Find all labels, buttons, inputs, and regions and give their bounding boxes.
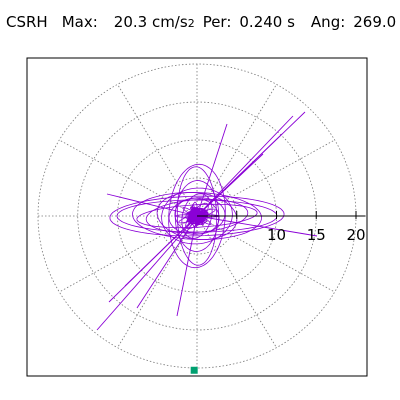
- grid-spoke-120: [117, 84, 198, 217]
- trace-spike-8: [196, 123, 228, 217]
- per-value: 0.240 s: [239, 13, 295, 31]
- trace-spike-6: [196, 153, 264, 217]
- trace-loop-17: [176, 166, 218, 266]
- chart-header: CSRH Max: 20.3 cm/s 2 Per: 0.240 s Ang: 2…: [6, 13, 397, 31]
- max-value: 20.3 cm/s: [113, 13, 188, 31]
- grid-spoke-240: [117, 215, 198, 348]
- radial-tick-label-10: 10: [267, 226, 286, 244]
- trace-loop-15: [174, 180, 220, 252]
- trace-loop-10: [168, 163, 226, 269]
- trace-loop-11: [145, 198, 249, 234]
- marker-layer: [190, 366, 198, 374]
- trace-spike-7: [136, 215, 198, 309]
- station-code: CSRH: [6, 13, 48, 31]
- particle-motion-trace: [96, 111, 318, 331]
- trace-loop-4: [116, 199, 278, 233]
- plot-frame: [26, 57, 368, 377]
- trace-loop-6: [109, 195, 285, 237]
- grid-spoke-300: [196, 215, 277, 348]
- trace-loop-14: [168, 197, 226, 235]
- ang-label: Ang:: [310, 13, 346, 31]
- trace-spike-1: [196, 115, 294, 217]
- trace-loop-7: [156, 192, 238, 240]
- trace-loop-16: [136, 203, 258, 229]
- trace-loop-13: [188, 207, 206, 225]
- radial-axis: 10 15 20: [197, 211, 366, 244]
- trace-loop-0: [174, 214, 220, 218]
- max-label: Max:: [61, 13, 98, 31]
- grid-spoke-60: [196, 84, 277, 217]
- trace-spike-10: [196, 215, 318, 237]
- peak-marker: [190, 366, 198, 374]
- ang-value: 269.0: [353, 13, 397, 31]
- trace-spike-5: [108, 215, 198, 303]
- radial-tick-label-15: 15: [307, 226, 326, 244]
- radial-tick-label-20: 20: [346, 226, 365, 244]
- trace-spike-9: [176, 215, 198, 317]
- per-label: Per:: [202, 13, 232, 31]
- trace-spike-3: [96, 215, 198, 331]
- trace-spike-11: [106, 193, 198, 217]
